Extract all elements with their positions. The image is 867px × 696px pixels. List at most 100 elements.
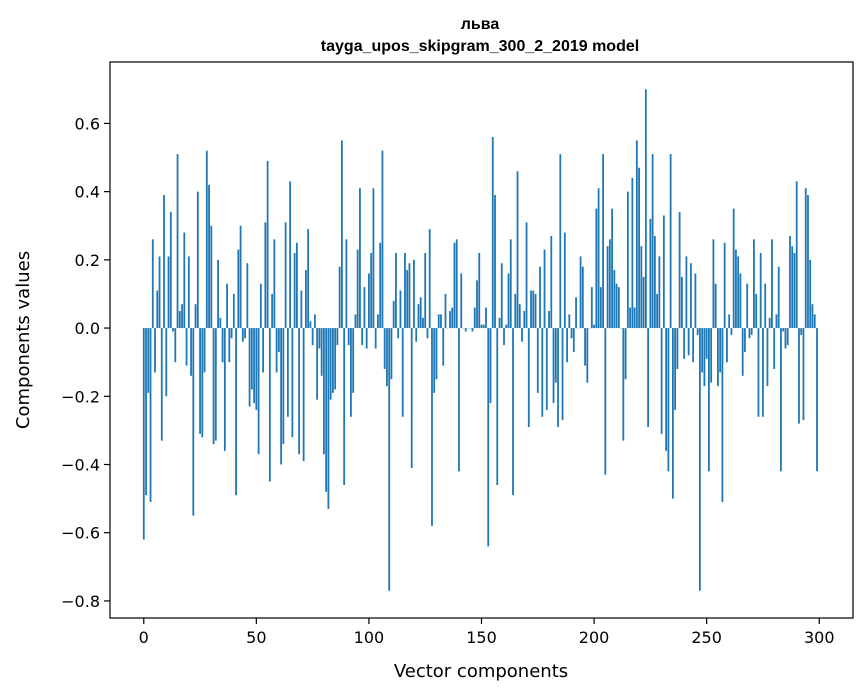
bar-component-166 xyxy=(516,171,519,329)
bar-component-186 xyxy=(561,328,564,421)
bar-component-70 xyxy=(300,290,303,329)
bar-component-2 xyxy=(147,328,150,393)
bar-component-12 xyxy=(169,212,172,329)
bar-component-146 xyxy=(471,328,474,332)
bar-component-191 xyxy=(572,328,575,352)
bar-component-56 xyxy=(268,328,271,482)
bar-component-190 xyxy=(570,328,573,339)
bar-component-68 xyxy=(295,242,298,329)
bar-component-139 xyxy=(455,239,458,329)
bar-component-107 xyxy=(383,328,386,369)
bar-component-260 xyxy=(728,314,731,329)
bar-component-262 xyxy=(732,208,735,329)
x-axis: 0 50 100 150 200 250 300 xyxy=(139,618,835,647)
bar-component-261 xyxy=(730,328,733,335)
bar-component-100 xyxy=(368,273,370,329)
bar-component-113 xyxy=(397,328,400,339)
bar-component-290 xyxy=(795,181,798,329)
bar-component-96 xyxy=(359,188,361,329)
bar-component-216 xyxy=(629,307,631,329)
bar-component-172 xyxy=(530,290,532,329)
bar-component-76 xyxy=(313,314,316,329)
bar-component-291 xyxy=(798,328,800,424)
bar-component-153 xyxy=(487,328,490,547)
bar-component-244 xyxy=(692,328,695,363)
bar-component-157 xyxy=(496,328,499,485)
x-tick-label: 300 xyxy=(804,628,835,647)
bar-component-270 xyxy=(750,328,753,335)
bar-component-292 xyxy=(800,328,803,335)
y-tick-label: −0.8 xyxy=(61,592,100,611)
bar-component-297 xyxy=(811,304,814,329)
bar-component-187 xyxy=(563,232,566,329)
bar-component-179 xyxy=(545,328,548,410)
bar-component-69 xyxy=(298,328,301,455)
bar-component-165 xyxy=(514,293,517,329)
bar-component-74 xyxy=(309,321,312,329)
bar-component-5 xyxy=(154,328,156,373)
bar-component-115 xyxy=(401,328,404,417)
bar-component-87 xyxy=(338,266,341,329)
x-tick-label: 200 xyxy=(579,628,610,647)
bar-component-33 xyxy=(217,259,219,329)
bar-component-95 xyxy=(356,249,359,329)
bar-component-38 xyxy=(228,328,231,363)
bar-component-299 xyxy=(816,328,818,472)
bar-component-72 xyxy=(304,270,307,329)
bar-component-228 xyxy=(656,293,659,329)
bar-component-176 xyxy=(539,266,541,329)
bar-component-51 xyxy=(257,328,260,455)
bar-component-227 xyxy=(653,235,656,329)
bar-component-271 xyxy=(753,239,755,329)
bar-component-213 xyxy=(622,328,625,441)
bar-component-97 xyxy=(361,328,364,346)
bar-component-55 xyxy=(266,160,269,329)
y-axis-label: Components values xyxy=(13,251,34,429)
bar-component-236 xyxy=(674,328,677,410)
x-tick-label: 250 xyxy=(691,628,722,647)
bar-component-31 xyxy=(212,328,215,445)
bar-component-141 xyxy=(460,273,463,329)
bar-component-215 xyxy=(626,191,629,329)
bar-component-16 xyxy=(178,311,181,329)
bar-component-184 xyxy=(557,328,559,427)
bar-component-108 xyxy=(386,328,388,387)
bar-component-250 xyxy=(705,328,708,359)
bar-component-283 xyxy=(780,328,782,472)
bar-component-265 xyxy=(739,273,742,329)
bar-component-210 xyxy=(615,283,618,329)
bar-component-82 xyxy=(327,328,330,509)
bar-component-295 xyxy=(807,195,809,329)
bar-component-19 xyxy=(185,328,188,366)
bar-component-160 xyxy=(503,328,505,346)
bar-component-85 xyxy=(334,328,337,390)
bar-component-277 xyxy=(766,328,769,387)
bar-component-237 xyxy=(676,328,679,369)
bar-component-62 xyxy=(282,328,285,445)
bar-component-59 xyxy=(275,328,278,373)
bar-component-89 xyxy=(343,328,346,485)
bar-component-4 xyxy=(151,239,154,329)
bar-component-231 xyxy=(662,215,665,329)
bar-component-183 xyxy=(554,328,557,383)
bar-component-121 xyxy=(415,328,418,342)
bar-component-199 xyxy=(590,287,593,329)
bar-component-195 xyxy=(581,266,584,329)
bar-component-43 xyxy=(239,225,242,329)
bar-component-152 xyxy=(485,307,487,329)
bar-component-81 xyxy=(325,328,328,492)
bar-component-230 xyxy=(660,328,663,434)
bar-component-57 xyxy=(271,293,274,329)
bar-component-26 xyxy=(201,328,204,438)
bar-component-35 xyxy=(221,328,224,363)
bar-component-229 xyxy=(658,256,661,329)
bar-component-253 xyxy=(712,239,715,329)
bar-component-159 xyxy=(500,263,503,329)
y-tick-label: −0.2 xyxy=(61,387,100,406)
y-tick-label: 0.0 xyxy=(75,319,100,338)
bar-component-246 xyxy=(696,328,699,335)
bar-component-40 xyxy=(232,293,235,329)
bar-component-99 xyxy=(365,328,368,349)
bar-component-205 xyxy=(604,328,607,475)
bar-component-298 xyxy=(813,314,816,329)
